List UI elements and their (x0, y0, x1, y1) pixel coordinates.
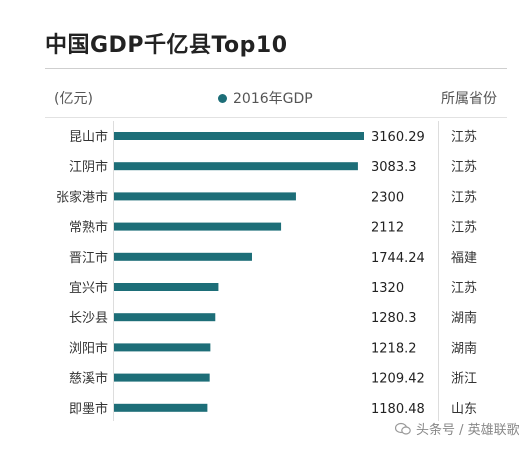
value-label: 1180.48 (371, 402, 425, 417)
bar (114, 343, 211, 352)
legend: 2016年GDP (218, 88, 313, 108)
value-label: 2300 (371, 190, 404, 205)
value-label: 1209.42 (371, 372, 425, 387)
province-label: 江苏 (451, 189, 477, 205)
category-label: 长沙县 (69, 311, 108, 326)
chat-bubble-icon (395, 422, 411, 435)
province-label: 浙江 (451, 372, 477, 387)
legend-marker (218, 93, 227, 103)
province-label: 江苏 (451, 280, 477, 296)
province-label: 江苏 (451, 220, 477, 236)
category-axis-line (113, 121, 114, 421)
province-label: 山东 (451, 402, 477, 417)
province-label: 江苏 (451, 129, 477, 145)
category-label: 浏阳市 (69, 340, 108, 356)
province-label: 江苏 (451, 159, 477, 175)
header-rule (45, 117, 507, 118)
chart-title: 中国GDP千亿县Top10 (45, 33, 288, 58)
value-label: 1744.24 (371, 251, 425, 266)
category-label: 常熟市 (69, 220, 108, 236)
category-label: 宜兴市 (69, 280, 108, 296)
category-label: 慈溪市 (69, 371, 108, 387)
category-label: 晋江市 (69, 250, 108, 266)
value-label: 1280.3 (371, 311, 417, 326)
category-label: 即墨市 (69, 401, 108, 417)
title-divider (45, 68, 507, 69)
province-label: 湖南 (451, 340, 477, 356)
value-label: 1320 (371, 281, 404, 296)
value-label: 3160.29 (371, 130, 425, 145)
bar (114, 192, 296, 201)
watermark: 头条号 / 英雄联歌 (395, 419, 519, 438)
category-label: 昆山市 (69, 129, 108, 145)
bar (114, 373, 210, 382)
province-label: 湖南 (451, 310, 477, 326)
bar (114, 313, 216, 322)
bar (114, 222, 282, 231)
province-column-divider (438, 121, 439, 421)
value-label: 1218.2 (371, 341, 417, 356)
watermark-text: 头条号 / 英雄联歌 (416, 423, 519, 438)
value-label: 2112 (371, 221, 404, 236)
unit-label: (亿元) (54, 91, 93, 107)
bar (114, 162, 358, 171)
category-label: 江阴市 (69, 159, 108, 175)
province-label: 福建 (451, 251, 477, 266)
legend-entry: 2016年GDP (233, 91, 313, 107)
bar (114, 283, 219, 291)
category-label: 张家港市 (56, 189, 108, 205)
province-column-header: 所属省份 (441, 91, 497, 107)
bar (114, 252, 252, 261)
value-label: 3083.3 (371, 160, 417, 175)
bar (114, 132, 364, 140)
bar (114, 403, 208, 412)
